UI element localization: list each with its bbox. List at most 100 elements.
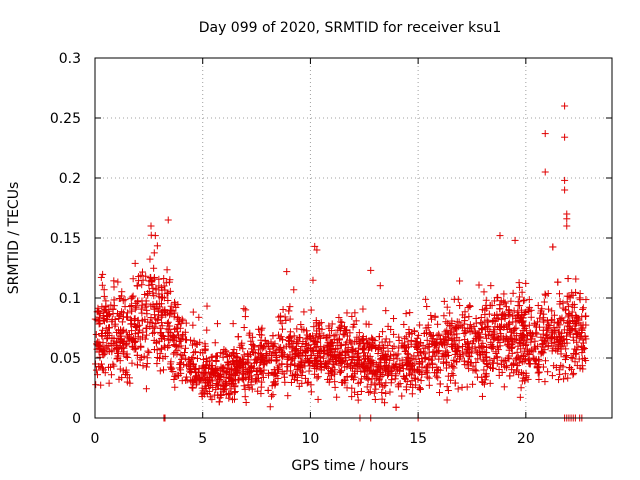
- data-point: [251, 343, 259, 351]
- data-point: [556, 370, 564, 378]
- data-point: [494, 314, 502, 322]
- data-point: [382, 307, 390, 315]
- y-tick-label: 0.15: [50, 231, 81, 247]
- data-point: [255, 346, 263, 354]
- data-point: [582, 357, 590, 365]
- data-point: [240, 382, 248, 390]
- data-point: [143, 306, 151, 314]
- data-point: [206, 393, 214, 401]
- data-point: [230, 346, 238, 354]
- data-point: [502, 303, 510, 311]
- data-point: [436, 380, 444, 388]
- data-point: [170, 298, 178, 306]
- data-point: [98, 281, 106, 289]
- data-point: [348, 340, 356, 348]
- data-point: [366, 343, 374, 351]
- data-point: [188, 383, 196, 391]
- data-point: [152, 338, 160, 346]
- data-point: [257, 367, 265, 375]
- data-point: [427, 311, 435, 319]
- data-point: [309, 276, 317, 284]
- data-point: [113, 328, 121, 336]
- data-point: [155, 275, 163, 283]
- data-point: [539, 363, 547, 371]
- data-point: [473, 373, 481, 381]
- data-point: [328, 320, 336, 328]
- data-point: [260, 366, 268, 374]
- data-point: [189, 321, 197, 329]
- data-point: [126, 302, 134, 310]
- data-point: [241, 385, 249, 393]
- data-point: [481, 330, 489, 338]
- data-point: [474, 330, 482, 338]
- data-point: [127, 320, 135, 328]
- data-point: [549, 243, 557, 251]
- data-point: [451, 345, 459, 353]
- data-point: [134, 298, 142, 306]
- data-point: [287, 361, 295, 369]
- data-point: [514, 298, 522, 306]
- data-point: [399, 361, 407, 369]
- data-point: [517, 330, 525, 338]
- data-point: [250, 359, 258, 367]
- data-point: [153, 360, 161, 368]
- data-point: [581, 333, 589, 341]
- data-point: [570, 336, 578, 344]
- data-point: [137, 343, 145, 351]
- data-point: [469, 362, 477, 370]
- data-point: [500, 383, 508, 391]
- data-point: [569, 371, 577, 379]
- data-point: [519, 297, 527, 305]
- data-point: [284, 392, 292, 400]
- data-point: [396, 380, 404, 388]
- data-point: [97, 381, 105, 389]
- data-point: [177, 351, 185, 359]
- y-tick-label: 0.1: [59, 291, 81, 307]
- data-point: [147, 277, 155, 285]
- data-point: [348, 393, 356, 401]
- data-point: [313, 365, 321, 373]
- data-point: [291, 362, 299, 370]
- data-point: [381, 399, 389, 407]
- data-point: [139, 276, 147, 284]
- data-point: [98, 364, 106, 372]
- data-point: [157, 329, 165, 337]
- data-point: [574, 343, 582, 351]
- data-point: [147, 302, 155, 310]
- data-point: [279, 352, 287, 360]
- data-point: [416, 386, 424, 394]
- data-point: [351, 367, 359, 375]
- data-point: [483, 334, 491, 342]
- data-point: [175, 317, 183, 325]
- data-point: [314, 373, 322, 381]
- data-point: [226, 352, 234, 360]
- data-point: [324, 369, 332, 377]
- data-point: [281, 313, 289, 321]
- data-point: [465, 365, 473, 373]
- data-point: [558, 336, 566, 344]
- data-point: [369, 362, 377, 370]
- data-point: [101, 369, 109, 377]
- data-point: [508, 343, 516, 351]
- data-point: [247, 367, 255, 375]
- data-point: [539, 349, 547, 357]
- data-point: [132, 323, 140, 331]
- data-point: [251, 356, 259, 364]
- data-point: [385, 362, 393, 370]
- data-point: [526, 304, 534, 312]
- data-point: [578, 313, 586, 321]
- data-point: [99, 316, 107, 324]
- data-point: [296, 334, 304, 342]
- data-point: [97, 273, 105, 281]
- data-point: [481, 348, 489, 356]
- data-point: [109, 305, 117, 313]
- data-point: [133, 361, 141, 369]
- data-point: [495, 371, 503, 379]
- data-point: [394, 350, 402, 358]
- data-point: [459, 351, 467, 359]
- data-point: [390, 330, 398, 338]
- data-point: [368, 375, 376, 383]
- data-point: [509, 360, 517, 368]
- data-point: [240, 305, 248, 313]
- data-point: [143, 331, 151, 339]
